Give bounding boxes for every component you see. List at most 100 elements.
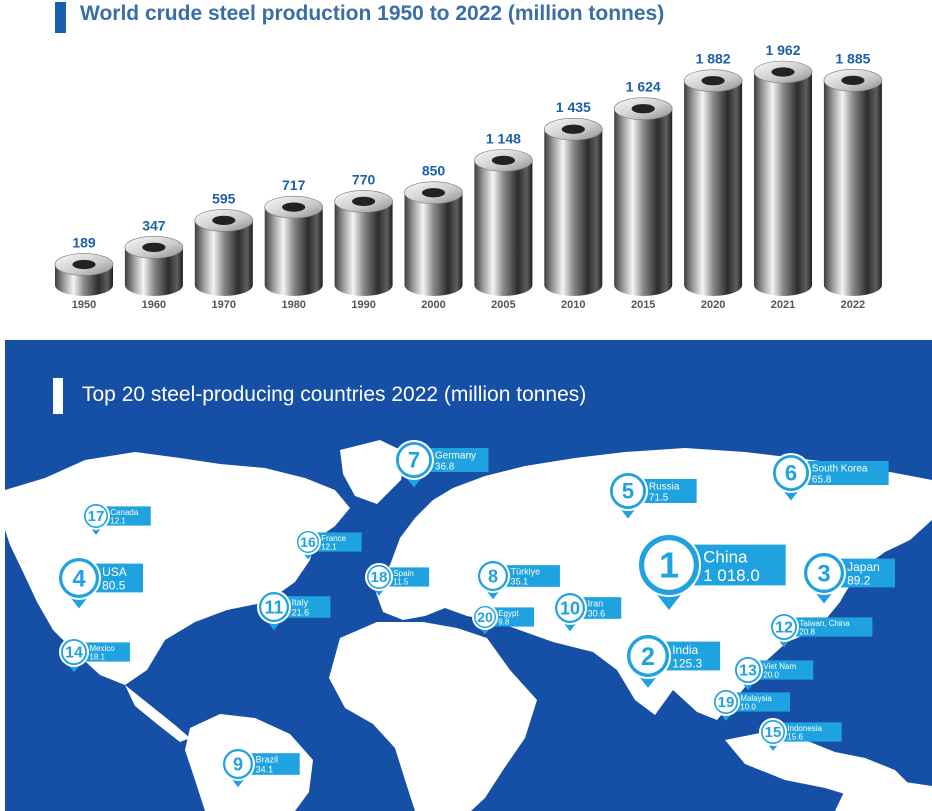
bar-2020: 1 882 2020 (683, 51, 743, 311)
x-tick-label: 2015 (631, 299, 655, 311)
country-label-box (491, 607, 534, 627)
rank-label: 13 (739, 663, 757, 680)
country-name: Germany (435, 451, 476, 462)
rank-label: 20 (477, 609, 493, 625)
map-title: Top 20 steel-producing countries 2022 (m… (82, 383, 587, 406)
bar-body (124, 247, 183, 296)
country-label-box (755, 660, 814, 680)
africa-landmass (329, 622, 537, 811)
country-label-box (81, 642, 130, 662)
bar-2015: 1 624 2015 (613, 79, 673, 311)
map-panel: 1 China 1 018.0 2 India 125.3 3 Japan 89.2 4 USA 80… (5, 340, 932, 811)
country-name: Malaysia (740, 694, 772, 703)
country-value: 9.8 (498, 618, 510, 627)
rank-label: 19 (718, 694, 735, 711)
marker-inner-circle (630, 638, 666, 674)
bar-1980: 717 1980 (264, 177, 324, 311)
rank-label: 15 (765, 724, 782, 741)
bar-hole (142, 242, 166, 252)
marker-inner-circle (398, 444, 430, 476)
country-label-box (386, 567, 430, 587)
bar-value-label: 770 (352, 171, 376, 187)
country-label-box (686, 544, 786, 586)
country-name: Indonesia (787, 724, 822, 733)
marker-inner-circle (715, 691, 737, 713)
country-value: 10.0 (740, 703, 756, 712)
rank-label: 3 (817, 560, 830, 587)
rank-label: 6 (785, 461, 797, 486)
rank-label: 11 (264, 597, 283, 617)
country-name: Taiwan, China (799, 619, 850, 628)
rank-label: 10 (560, 598, 580, 618)
bar-hole (212, 215, 236, 226)
marker-inner-circle (475, 607, 495, 627)
country-name: Japan (847, 560, 880, 574)
x-tick-label: 2010 (561, 299, 585, 311)
bar-hole (491, 155, 515, 165)
bar-value-label: 850 (422, 163, 446, 179)
country-value: 30.6 (588, 609, 606, 619)
bar-2022: 1 885 2022 (823, 50, 883, 311)
bar-value-label: 347 (142, 217, 166, 233)
x-tick-label: 1960 (142, 299, 166, 311)
country-label-box (246, 753, 300, 775)
country-name: Italy (292, 598, 309, 608)
country-value: 71.5 (649, 493, 669, 504)
bar-body (334, 201, 393, 296)
rank-label: 1 (659, 544, 679, 585)
x-tick-label: 2020 (701, 299, 725, 311)
bar-body (614, 108, 673, 297)
bar-hole (701, 76, 725, 86)
country-name: France (321, 534, 346, 543)
bar-hole (561, 124, 585, 134)
country-name: China (703, 547, 748, 566)
marker-inner-circle (225, 751, 251, 777)
country-value: 80.5 (102, 578, 126, 592)
country-name: Russia (649, 482, 680, 493)
country-value: 125.3 (672, 656, 702, 670)
rank-label: 7 (408, 448, 420, 473)
rank-label: 14 (65, 645, 83, 662)
bar-body (194, 220, 253, 296)
x-tick-label: 1980 (281, 299, 305, 311)
x-tick-label: 1990 (351, 299, 375, 311)
country-name: Iran (588, 599, 604, 609)
country-value: 36.8 (435, 462, 455, 473)
bar-hole (631, 104, 655, 114)
country-label-box (314, 532, 362, 552)
greenland-landmass (340, 440, 405, 504)
rank-label: 9 (233, 754, 243, 774)
country-value: 65.8 (812, 475, 832, 486)
rank-label: 2 (641, 643, 655, 671)
bar-value-label: 1 624 (626, 79, 661, 95)
country-name: Türkiye (511, 567, 541, 577)
bar-body (754, 72, 812, 296)
marker-inner-circle (807, 556, 841, 590)
country-name: Mexico (89, 644, 115, 653)
country-name: Viet Nam (763, 662, 796, 671)
rank-label: 12 (775, 620, 793, 637)
country-label-box (638, 479, 697, 503)
bar-value-label: 189 (72, 234, 96, 250)
x-tick-label: 2022 (841, 299, 865, 311)
country-value: 12.1 (110, 517, 126, 526)
bar-body (264, 207, 323, 296)
x-tick-label: 2021 (771, 299, 795, 311)
bar-2005: 1 148 2005 (474, 130, 533, 311)
country-value: 15.6 (787, 733, 803, 742)
country-value: 20.8 (799, 628, 815, 637)
country-label-box (424, 448, 489, 472)
central-america-landmass (125, 685, 190, 742)
bar-value-label: 595 (212, 190, 236, 206)
